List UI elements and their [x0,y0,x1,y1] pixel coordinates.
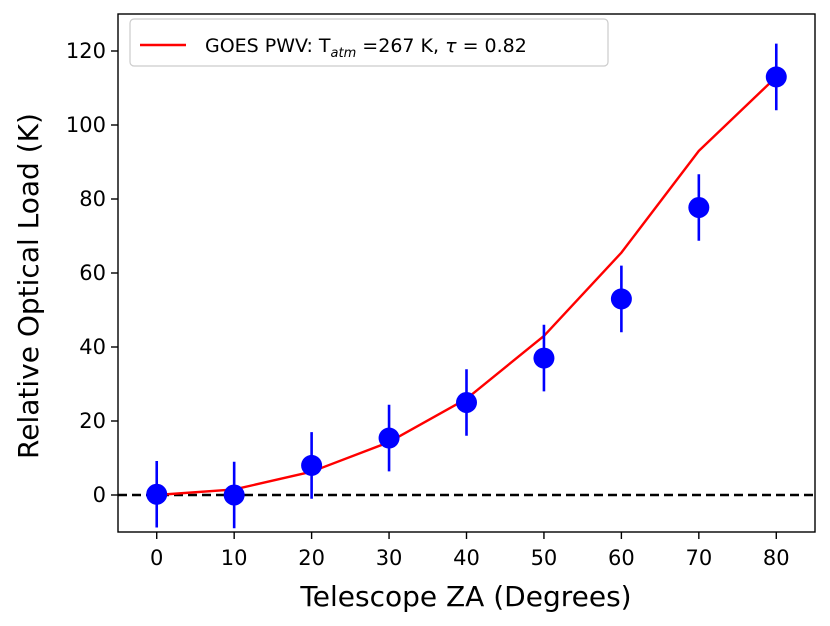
x-tick-label: 80 [763,546,790,570]
data-point [456,392,477,413]
data-point [688,197,710,219]
legend: GOES PWV: Tatm =267 K, τ = 0.82 [129,18,609,67]
legend-label: GOES PWV: Tatm =267 K, τ = 0.82 [205,35,527,61]
x-tick-label: 50 [531,546,558,570]
y-tick-label: 0 [93,483,106,507]
legend-box [129,18,609,67]
x-tick-label: 70 [685,546,712,570]
y-tick-label: 100 [66,113,106,137]
data-point [146,483,168,505]
data-point [610,288,632,310]
data-point [301,454,323,476]
y-axis-label: Relative Optical Load (K) [12,113,45,459]
legend-prefix: GOES PWV: T [205,35,331,57]
axes-frame [117,13,816,533]
axes: 0 10 20 30 40 50 60 70 80 0 20 40 60 80 100 120 [66,13,816,570]
x-tick-label: 0 [150,546,163,570]
x-tick-label: 20 [298,546,325,570]
legend-tau-value: = 0.82 [457,35,527,57]
data-point [223,484,245,506]
x-axis-label: Telescope ZA (Degrees) [299,580,631,613]
data-point [765,66,787,88]
legend-subscript: atm [331,46,357,61]
y-tick-label: 60 [79,261,106,285]
legend-value: =267 K, [356,35,445,57]
x-tick-label: 30 [376,546,403,570]
plot-area [118,43,815,529]
y-tick-label: 20 [79,409,106,433]
y-tick-label: 80 [79,187,106,211]
y-tick-label: 120 [66,39,106,63]
x-tick-label: 40 [453,546,480,570]
x-tick-label: 60 [608,546,635,570]
y-tick-label: 40 [79,335,106,359]
data-point [533,347,555,369]
data-point [378,427,400,449]
x-tick-label: 10 [221,546,248,570]
legend-tau: τ [445,35,457,57]
